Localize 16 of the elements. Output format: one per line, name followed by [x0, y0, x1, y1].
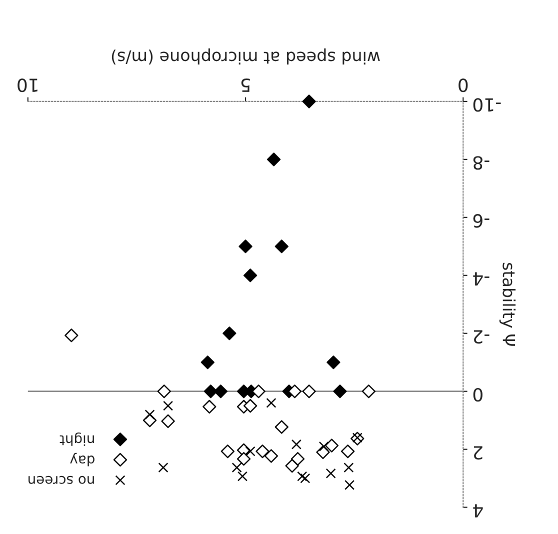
y-tick-label: -10: [473, 98, 501, 112]
y-tick-label: 4: [473, 504, 483, 518]
y-tick-label: 2: [474, 446, 482, 460]
legend-label: night: [60, 432, 94, 446]
x-tick-label: 10: [18, 78, 38, 92]
legend-label: no screen: [28, 476, 94, 484]
y-tick-label: -6: [473, 214, 490, 228]
y-tick-label: -8: [473, 156, 490, 170]
x-tick-label: 5: [241, 78, 250, 92]
x-tick-label: 0: [458, 78, 468, 92]
legend-label: day: [70, 452, 94, 466]
y-tick-label: -2: [474, 330, 490, 344]
x-axis-title: wind speed at microphone (m/s): [112, 48, 380, 65]
y-tick-label: -4: [473, 272, 490, 286]
y-axis-title: stability Ψ: [499, 262, 516, 346]
y-tick-label: 0: [473, 388, 482, 402]
